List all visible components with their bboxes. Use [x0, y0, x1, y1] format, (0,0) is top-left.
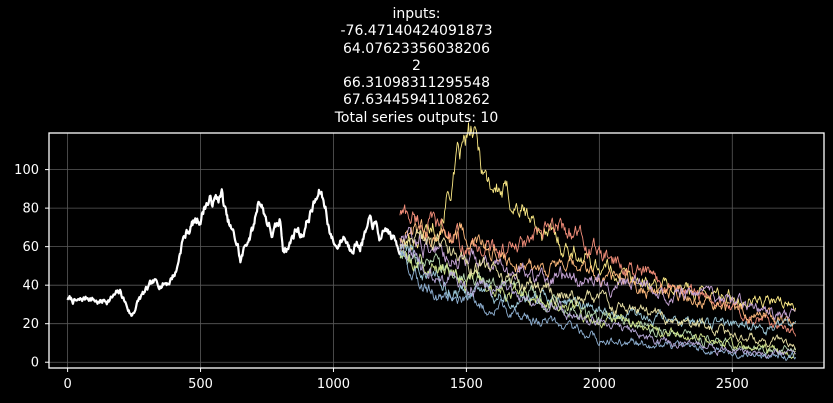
y-tick-label: 0 [31, 356, 39, 371]
output-series-line [399, 204, 797, 337]
input-series-line [66, 188, 401, 317]
output-series-line [399, 228, 797, 351]
title-line-4: 2 [412, 57, 421, 74]
x-tick-label: 2000 [583, 377, 616, 392]
y-tick-label: 40 [22, 279, 39, 294]
y-tick-label: 100 [14, 163, 39, 178]
x-tick-label: 2500 [716, 377, 749, 392]
title-line-5: 66.31098311295548 [343, 75, 490, 92]
ticks: 0 500 1000 1500 2000 2500 0 20 40 60 80 100 [14, 163, 749, 392]
x-tick-label: 1000 [317, 377, 350, 392]
x-tick-label: 500 [188, 377, 213, 392]
output-series-line [399, 122, 797, 312]
title-line-2: -76.47140424091873 [340, 23, 493, 40]
y-tick-label: 60 [22, 240, 39, 255]
output-series-line [399, 243, 797, 336]
output-series-line [399, 243, 796, 359]
title-line-3: 64.07623356038206 [343, 40, 490, 57]
series-group [66, 122, 797, 362]
title-line-1: inputs: [392, 6, 441, 22]
output-series-line [399, 219, 796, 327]
y-tick-label: 20 [22, 317, 39, 332]
chart-title: inputs: -76.47140424091873 64.0762335603… [0, 6, 833, 127]
x-tick-label: 0 [63, 377, 71, 392]
y-tick-label: 80 [22, 202, 39, 217]
title-line-7: Total series outputs: 10 [334, 109, 499, 126]
plot-frame [48, 132, 825, 369]
output-series-line [399, 250, 797, 362]
x-tick-label: 1500 [450, 377, 483, 392]
title-line-6: 67.63445941108262 [343, 92, 490, 109]
